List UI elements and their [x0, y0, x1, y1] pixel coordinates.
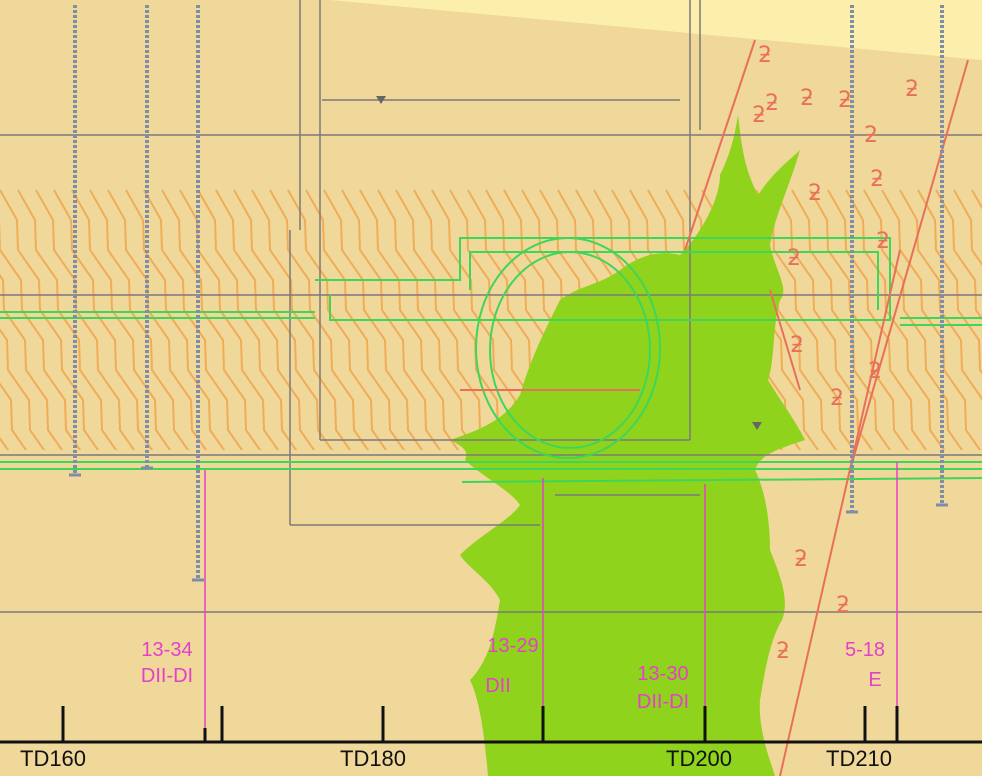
hatch-stroke — [341, 189, 442, 450]
hatch-stroke — [953, 189, 982, 267]
rock-bolts — [69, 5, 948, 582]
hatch-stroke — [287, 189, 388, 450]
hatch-stroke — [125, 189, 226, 450]
hatch-stroke — [215, 189, 316, 450]
hatch-stroke — [0, 189, 100, 450]
station-label-td180: TD180 — [340, 746, 407, 771]
crack-icon: ƻ — [758, 43, 772, 68]
crack-icon: ƻ — [752, 103, 766, 128]
crack-icon: ƻ — [765, 91, 779, 116]
hatch-stroke — [323, 189, 424, 450]
borehole-id: 13-30 — [637, 663, 689, 685]
crack-icon: ƻ — [790, 333, 804, 358]
borehole-label-5-18: 5-18 E — [810, 640, 920, 690]
borehole-id: 13-34 — [141, 639, 193, 661]
hatch-stroke — [35, 189, 136, 450]
hatch-stroke — [809, 189, 910, 450]
hatch-stroke — [53, 189, 154, 450]
borehole-id: 5-18 — [844, 639, 886, 661]
crack-icon: ƻ — [830, 386, 844, 411]
borehole-label-13-34: 13-34 DII-DI — [112, 640, 222, 686]
axis-ticks — [61, 706, 899, 742]
hatch-stroke — [0, 382, 28, 450]
crack-icon: ƻ — [838, 88, 852, 113]
hatch-stroke — [305, 189, 406, 450]
hatch-stroke — [107, 189, 208, 450]
crack-icon: ƻ — [800, 86, 814, 111]
hatch-stroke — [395, 189, 496, 450]
hatch-stroke — [197, 189, 298, 450]
crack-icon: ƻ — [787, 246, 801, 271]
level-marker-right — [752, 422, 762, 430]
crack-icon: ƻ — [794, 547, 808, 572]
borehole-class: E — [868, 669, 882, 691]
station-label-td210: TD210 — [826, 746, 893, 771]
station-label-td200: TD200 — [666, 746, 733, 771]
hatch-stroke — [377, 189, 478, 450]
level-marker-top — [376, 96, 386, 104]
crack-icon: ƻ — [868, 359, 882, 384]
station-axis — [0, 706, 982, 744]
hatch-stroke — [845, 189, 946, 450]
hatch-stroke — [17, 189, 118, 450]
crack-icon: ƻ — [905, 77, 919, 102]
hatch-stroke — [935, 189, 982, 321]
fault-lines — [460, 39, 969, 776]
borehole-class: DII-DI — [636, 691, 690, 713]
crack-icon: ƻ — [776, 639, 790, 664]
crack-icon: ƻ — [870, 167, 884, 192]
hatch-stroke — [89, 189, 190, 450]
hatch-stroke — [0, 328, 46, 450]
borehole-class: DII — [485, 675, 511, 697]
borehole-label-13-29: 13-29 DII — [458, 636, 568, 696]
hatch-stroke — [233, 189, 334, 450]
hatch-stroke — [755, 189, 856, 450]
hatch-stroke — [827, 189, 928, 450]
crack-icon: ƻ — [808, 181, 822, 206]
hatch-stroke — [791, 189, 892, 450]
grid-lines — [0, 0, 982, 613]
hatch-stroke — [359, 189, 460, 450]
hatch-stroke — [143, 189, 244, 450]
upper-band — [330, 0, 982, 60]
station-label-td160: TD160 — [20, 746, 87, 771]
hatch-stroke — [0, 273, 64, 450]
hatch-stroke — [773, 189, 874, 450]
borehole-class: DII-DI — [140, 665, 194, 687]
crack-icon: ƻ — [864, 123, 878, 148]
fault-zone — [450, 115, 805, 776]
borehole-id: 13-29 — [487, 635, 539, 657]
hatch-stroke — [413, 189, 514, 450]
crack-icon: ƻ — [876, 229, 890, 254]
borehole-lines — [204, 462, 898, 742]
crack-icon: ƻ — [836, 593, 850, 618]
tunnel-outlines — [0, 237, 982, 483]
hatch-stroke — [161, 189, 262, 450]
hatch-stroke — [0, 219, 82, 450]
hatch-stroke — [71, 189, 172, 450]
borehole-label-13-30: 13-30 DII-DI — [608, 664, 718, 712]
hatch-stroke — [251, 189, 352, 450]
